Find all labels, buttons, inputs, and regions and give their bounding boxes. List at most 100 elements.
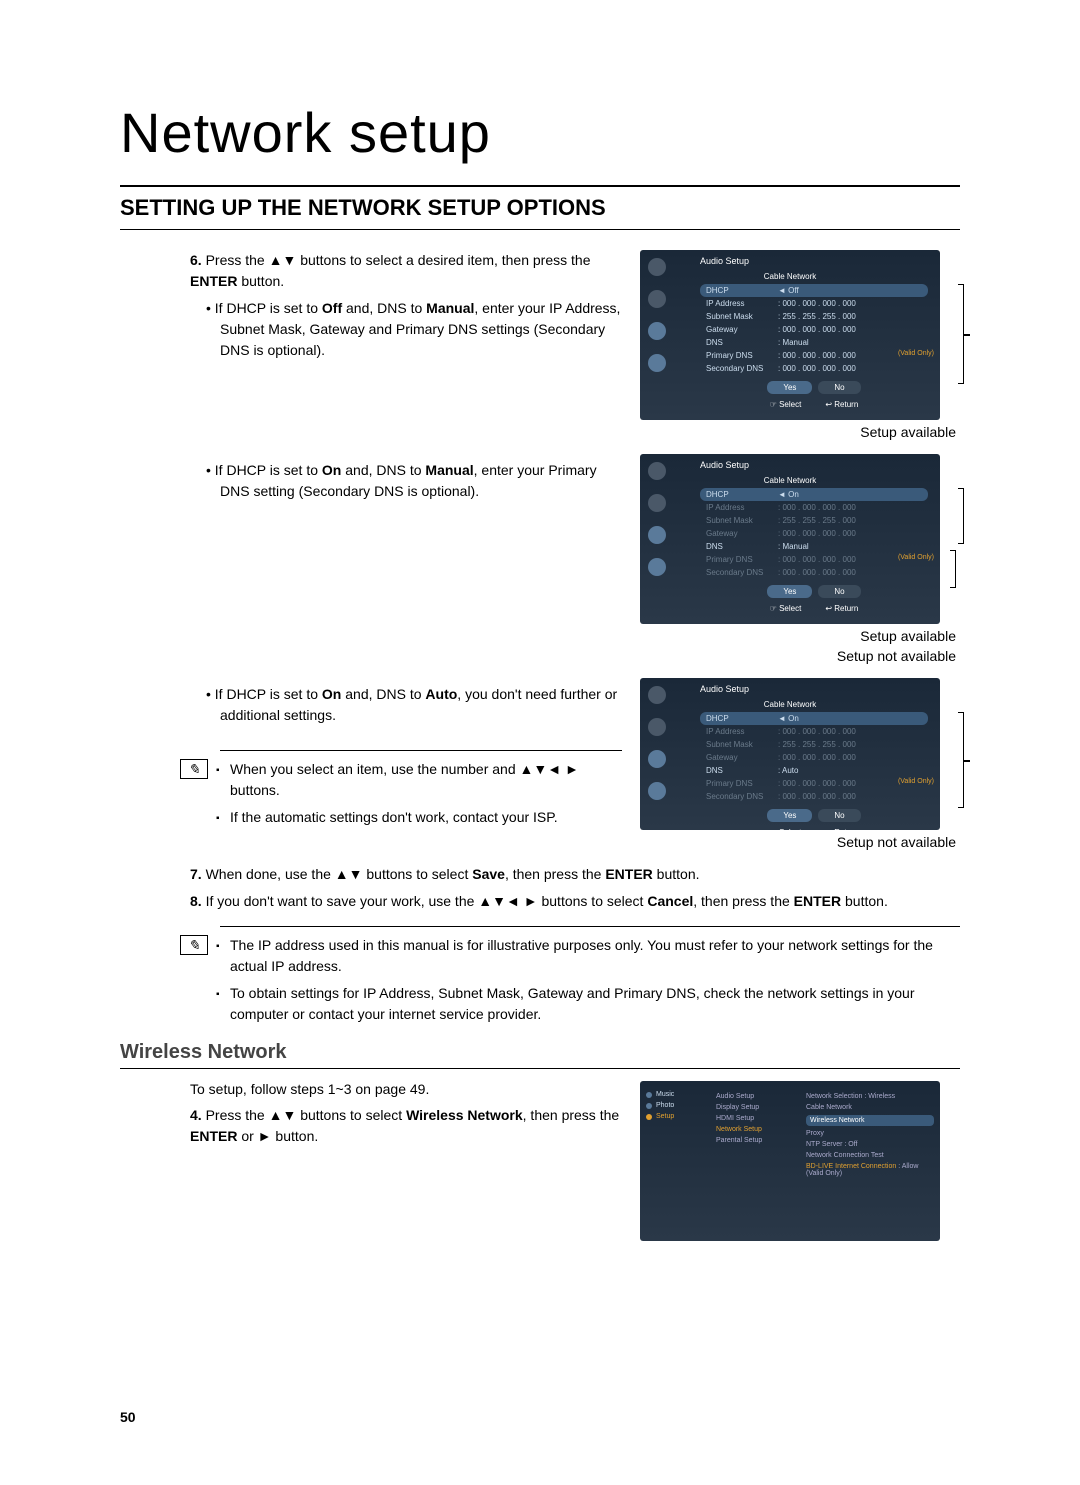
screenshot-dhcp-on-auto: Audio Setup Cable Network DHCP◄ On IP Ad… xyxy=(640,678,940,830)
b2-manual: Manual xyxy=(425,462,473,478)
sc4-m2: HDMI Setup xyxy=(716,1113,794,1124)
b3-a: If DHCP is set to xyxy=(215,686,322,702)
sc2-subtitle: Cable Network xyxy=(764,476,816,485)
sc2-no: No xyxy=(818,585,860,598)
sc3-select: ☞ Select xyxy=(770,828,802,830)
sc1-select: ☞ Select xyxy=(770,400,802,409)
s4-enter: ENTER xyxy=(190,1128,237,1144)
sc1-row-ip: IP Address: 000 . 000 . 000 . 000 xyxy=(700,297,928,310)
step-7: 7. When done, use the ▲▼ buttons to sele… xyxy=(190,864,960,885)
sc4-m4: Parental Setup xyxy=(716,1135,794,1146)
sc1-title: Audio Setup xyxy=(700,256,749,266)
sc4-r4: Network Connection Test xyxy=(806,1150,934,1161)
sc2-row-mask: Subnet Mask: 255 . 255 . 255 . 000 xyxy=(700,514,928,527)
s4-c: or ► button. xyxy=(237,1128,318,1144)
s8-enter: ENTER xyxy=(794,893,841,909)
s4-wn: Wireless Network xyxy=(406,1107,523,1123)
sc3-row-gw: Gateway: 000 . 000 . 000 . 000 xyxy=(700,751,928,764)
sc3-caption: Setup not available xyxy=(640,834,956,850)
sc4-r1: Wireless Network xyxy=(806,1115,934,1126)
sc3-no: No xyxy=(818,809,860,822)
sc4-m3: Network Setup xyxy=(716,1124,794,1135)
b1-b: and, DNS to xyxy=(342,300,426,316)
note1-a: When you select an item, use the number … xyxy=(230,759,622,801)
sc4-r0: Cable Network xyxy=(806,1102,934,1113)
sc4-rtop: Network Selection : Wireless xyxy=(806,1091,934,1102)
sc2-yes: Yes xyxy=(767,585,812,598)
sc1-caption: Setup available xyxy=(640,424,956,440)
sc2-row-dhcp: DHCP◄ On xyxy=(700,488,928,501)
bullet-dhcp-off: If DHCP is set to Off and, DNS to Manual… xyxy=(220,298,622,361)
sc1-return: ↩ Return xyxy=(825,400,858,409)
sc2-row-dns: DNS: Manual xyxy=(700,540,928,553)
s8-c: button. xyxy=(841,893,888,909)
screenshot-wireless: Music Photo Setup Audio Setup Display Se… xyxy=(640,1081,940,1241)
sc4-m1: Display Setup xyxy=(716,1102,794,1113)
sc4-r5: BD-LIVE Internet Connection : Allow (Val… xyxy=(806,1161,934,1179)
sc2-row-gw: Gateway: 000 . 000 . 000 . 000 xyxy=(700,527,928,540)
sc4-music: Music xyxy=(646,1091,704,1098)
step-6: 6. Press the ▲▼ buttons to select a desi… xyxy=(190,250,622,292)
bullet-dhcp-on-auto: If DHCP is set to On and, DNS to Auto, y… xyxy=(220,684,622,726)
step-4: 4. Press the ▲▼ buttons to select Wirele… xyxy=(190,1105,622,1147)
b2-a: If DHCP is set to xyxy=(215,462,322,478)
sc1-row-mask: Subnet Mask: 255 . 255 . 255 . 000 xyxy=(700,310,928,323)
s7-save: Save xyxy=(472,866,505,882)
wireless-intro: To setup, follow steps 1~3 on page 49. xyxy=(190,1081,622,1097)
sc2-row-ip: IP Address: 000 . 000 . 000 . 000 xyxy=(700,501,928,514)
b1-a: If DHCP is set to xyxy=(215,300,322,316)
step-8: 8. If you don't want to save your work, … xyxy=(190,891,960,912)
sc3-title: Audio Setup xyxy=(700,684,749,694)
sc1-row-sdns: Secondary DNS: 000 . 000 . 000 . 000 xyxy=(700,362,928,375)
step-6-num: 6. xyxy=(190,252,202,268)
s7-c: button. xyxy=(653,866,700,882)
sc1-row-pdns: Primary DNS: 000 . 000 . 000 . 000 xyxy=(700,349,928,362)
sc3-row-dns: DNS: Auto xyxy=(700,764,928,777)
sc3-return: ↩ Return xyxy=(825,828,858,830)
s4-a: Press the ▲▼ buttons to select xyxy=(206,1107,406,1123)
sc4-setup: Setup xyxy=(646,1113,704,1120)
bullet-dhcp-on-manual: If DHCP is set to On and, DNS to Manual,… xyxy=(220,460,622,502)
sc3-row-dhcp: DHCP◄ On xyxy=(700,712,928,725)
screenshot-dhcp-on-manual: Audio Setup Cable Network DHCP◄ On IP Ad… xyxy=(640,454,940,624)
s8-b: , then press the xyxy=(693,893,793,909)
sc2-caption2: Setup not available xyxy=(640,648,956,664)
sc3-yes: Yes xyxy=(767,809,812,822)
sc2-valid: (Valid Only) xyxy=(898,554,934,561)
b3-on: On xyxy=(322,686,341,702)
sc3-row-sdns: Secondary DNS: 000 . 000 . 000 . 000 xyxy=(700,790,928,803)
s7-enter: ENTER xyxy=(605,866,652,882)
sc3-row-pdns: Primary DNS: 000 . 000 . 000 . 000 xyxy=(700,777,928,790)
sc2-title: Audio Setup xyxy=(700,460,749,470)
sc3-valid: (Valid Only) xyxy=(898,778,934,785)
sc2-select: ☞ Select xyxy=(770,604,802,613)
step-4-num: 4. xyxy=(190,1107,202,1123)
note-icon: ✎ xyxy=(180,759,208,779)
sc1-no: No xyxy=(818,381,860,394)
sc2-return: ↩ Return xyxy=(825,604,858,613)
sc2-caption1: Setup available xyxy=(640,628,956,644)
page-title: Network setup xyxy=(120,100,960,165)
b1-off: Off xyxy=(322,300,342,316)
s4-b: , then press the xyxy=(523,1107,620,1123)
step-6-enter: ENTER xyxy=(190,273,237,289)
sc4-r2: Proxy xyxy=(806,1128,934,1139)
sc3-row-ip: IP Address: 000 . 000 . 000 . 000 xyxy=(700,725,928,738)
b2-b: and, DNS to xyxy=(341,462,425,478)
sc1-row-dhcp: DHCP◄ Off xyxy=(700,284,928,297)
step-8-num: 8. xyxy=(190,893,202,909)
note2-b: To obtain settings for IP Address, Subne… xyxy=(230,983,960,1025)
section-title: SETTING UP THE NETWORK SETUP OPTIONS xyxy=(120,185,960,230)
sc1-row-gw: Gateway: 000 . 000 . 000 . 000 xyxy=(700,323,928,336)
sc1-subtitle: Cable Network xyxy=(764,272,816,281)
sc4-m0: Audio Setup xyxy=(716,1091,794,1102)
wireless-title: Wireless Network xyxy=(120,1041,960,1069)
b2-on: On xyxy=(322,462,341,478)
s7-b: , then press the xyxy=(505,866,605,882)
sc3-row-mask: Subnet Mask: 255 . 255 . 255 . 000 xyxy=(700,738,928,751)
step-6-text-a: Press the ▲▼ buttons to select a desired… xyxy=(206,252,591,268)
s8-a: If you don't want to save your work, use… xyxy=(206,893,648,909)
b3-auto: Auto xyxy=(425,686,457,702)
sc4-photo: Photo xyxy=(646,1102,704,1109)
b3-b: and, DNS to xyxy=(341,686,425,702)
